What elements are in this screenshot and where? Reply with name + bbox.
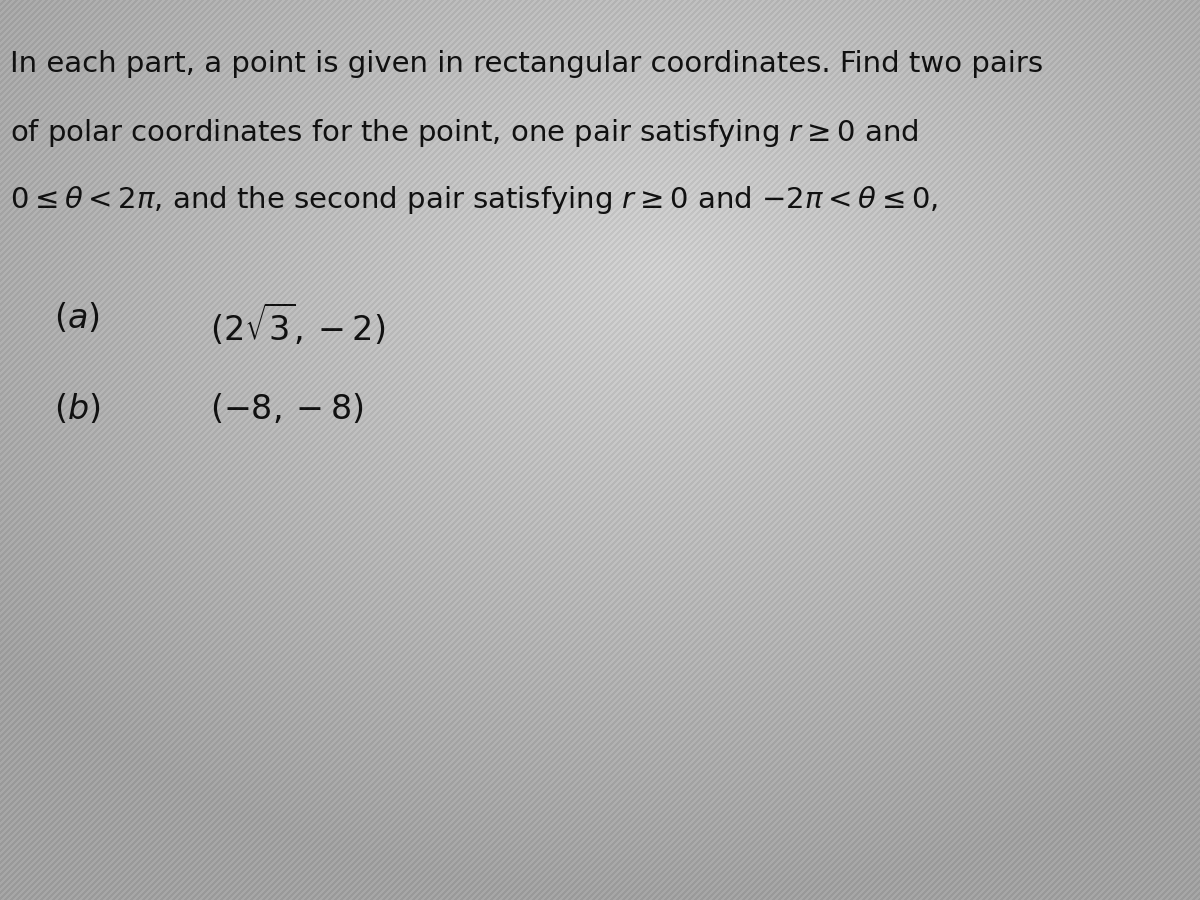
Text: of polar coordinates for the point, one pair satisfying $r \geq 0$ and: of polar coordinates for the point, one … (10, 117, 918, 149)
Text: $(b)$: $(b)$ (54, 392, 101, 426)
Text: $(2\sqrt{3},-2)$: $(2\sqrt{3},-2)$ (210, 302, 385, 347)
Text: In each part, a point is given in rectangular coordinates. Find two pairs: In each part, a point is given in rectan… (10, 50, 1043, 77)
Text: $(-8,-8)$: $(-8,-8)$ (210, 392, 364, 426)
Text: $0 \leq \theta < 2\pi$, and the second pair satisfying $r \geq 0$ and $-2\pi < \: $0 \leq \theta < 2\pi$, and the second p… (10, 184, 937, 217)
Text: $(a)$: $(a)$ (54, 302, 100, 336)
